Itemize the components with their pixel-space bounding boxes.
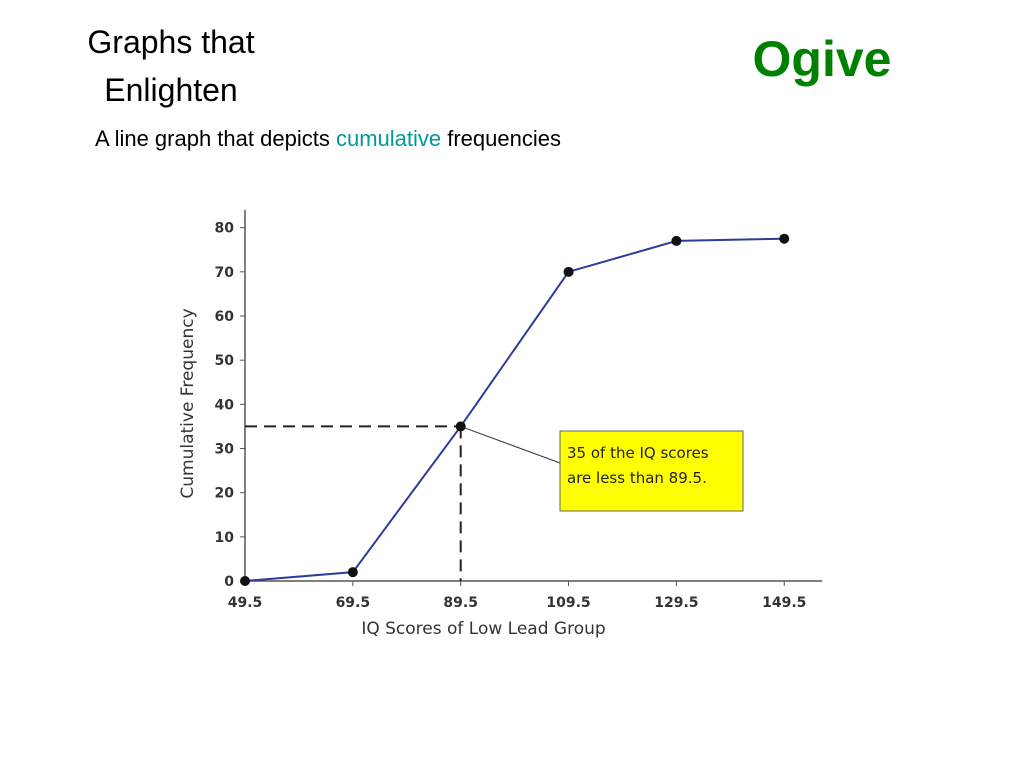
slide-title-line: Enlighten (104, 72, 237, 108)
data-point (671, 235, 682, 246)
y-tick-label: 60 (215, 309, 235, 325)
x-tick-label: 89.5 (443, 595, 478, 611)
subtitle-text: A line graph that depicts (95, 126, 330, 151)
y-tick-label: 50 (215, 353, 235, 369)
annotation-box (559, 430, 744, 512)
chart: 0 10 20 30 40 50 60 70 80 49.5 69.5 89.5 109.5 129.5 1… (178, 210, 822, 639)
annotation-text: are less than 89.5. (567, 469, 707, 487)
heading: Ogive (753, 31, 892, 87)
x-tick-label: 49.5 (228, 595, 263, 611)
slide-title-line: Graphs that (87, 24, 254, 60)
x-tick-label: 69.5 (336, 595, 371, 611)
data-point (347, 567, 358, 578)
x-tick-label: 109.5 (546, 595, 590, 611)
series-line (244, 237, 785, 582)
y-tick-label: 70 (215, 265, 235, 281)
y-tick-label: 20 (215, 486, 235, 502)
y-axis-label: Cumulative Frequency (178, 308, 198, 498)
y-tick-label: 80 (215, 221, 235, 237)
data-point (455, 421, 466, 432)
data-point (240, 576, 250, 586)
data-point (779, 233, 790, 244)
y-tick-label: 40 (215, 397, 235, 413)
y-tick-label: 0 (224, 574, 234, 590)
annotation-leader (460, 425, 561, 464)
x-tick-label: 149.5 (762, 595, 806, 611)
annotation-text: 35 of the IQ scores (567, 444, 709, 462)
x-tick-label: 129.5 (654, 595, 698, 611)
y-tick-label: 30 (215, 442, 235, 458)
subtitle-highlight: cumulative (336, 126, 441, 151)
subtitle: A line graph that depicts cumulative fre… (95, 126, 561, 151)
y-tick-label: 10 (215, 530, 235, 546)
subtitle-text: frequencies (447, 126, 561, 151)
x-axis-label: IQ Scores of Low Lead Group (361, 619, 605, 639)
data-point (563, 266, 574, 277)
